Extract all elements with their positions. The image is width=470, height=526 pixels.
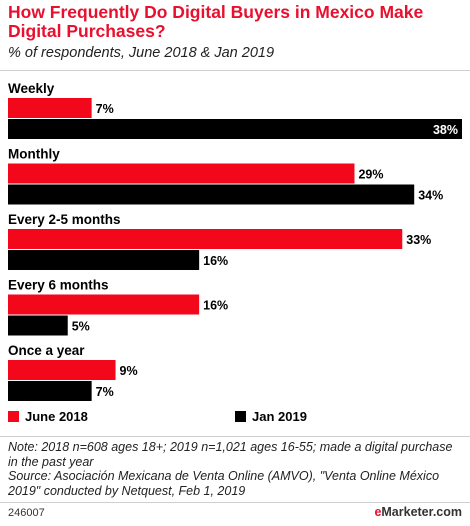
note-text: Note: 2018 n=608 ages 18+; 2019 n=1,021 … (8, 440, 453, 469)
bar-chart: Weekly 7% 38% Monthly 29% 34% Every 2-5 months… (8, 81, 462, 401)
bar-jan-2019-weekly (8, 119, 462, 139)
chart-title: How Frequently Do Digital Buyers in Mexi… (8, 2, 424, 41)
category-label-once-a-year: Once a year (8, 343, 85, 358)
value-label-jan-2019-once-a-year: 7% (96, 385, 114, 399)
bar-jan-2019-monthly (8, 184, 415, 205)
legend-label-jan-2019: Jan 2019 (252, 409, 307, 424)
legend-item-june-2018: June 2018 (8, 409, 88, 425)
header-divider (0, 70, 470, 71)
value-label-june-2018-once-a-year: 9% (120, 364, 138, 378)
chart-id: 246007 (8, 507, 45, 519)
category-label-every-2-5-months: Every 2-5 months (8, 212, 121, 227)
legend-label-june-2018: June 2018 (25, 409, 88, 424)
bar-jan-2019-every-6-months (8, 315, 68, 336)
footer-divider (0, 436, 470, 437)
bottom-divider (0, 502, 470, 503)
emarketer-logo: eMarketer.com (374, 505, 462, 519)
legend-swatch-jan-2019 (235, 411, 246, 422)
value-label-jan-2019-every-6-months: 5% (72, 320, 90, 334)
value-label-jan-2019-monthly: 34% (418, 189, 443, 203)
source-text: Source: Asociación Mexicana de Venta Onl… (8, 469, 440, 498)
value-label-june-2018-weekly: 7% (96, 102, 114, 116)
bar-jan-2019-once-a-year (8, 381, 92, 401)
category-label-monthly: Monthly (8, 147, 60, 162)
category-label-every-6-months: Every 6 months (8, 278, 109, 293)
bar-jan-2019-every-2-5-months (8, 250, 200, 270)
bar-june-2018-weekly (8, 98, 92, 118)
value-label-jan-2019-every-2-5-months: 16% (203, 254, 228, 268)
value-label-june-2018-every-2-5-months: 33% (406, 233, 431, 247)
legend-item-jan-2019: Jan 2019 (235, 409, 307, 425)
value-label-june-2018-every-6-months: 16% (203, 299, 228, 313)
bar-june-2018-monthly (8, 163, 355, 184)
value-label-jan-2019-weekly: 38% (433, 123, 458, 137)
footnote: Note: 2018 n=608 ages 18+; 2019 n=1,021 … (8, 440, 463, 498)
category-label-weekly: Weekly (8, 81, 55, 96)
bar-june-2018-every-6-months (8, 294, 200, 315)
value-label-june-2018-monthly: 29% (358, 168, 383, 182)
legend-swatch-june-2018 (8, 411, 19, 422)
bar-june-2018-every-2-5-months (8, 229, 403, 249)
bar-june-2018-once-a-year (8, 360, 116, 380)
chart-subtitle: % of respondents, June 2018 & Jan 2019 (8, 45, 275, 61)
